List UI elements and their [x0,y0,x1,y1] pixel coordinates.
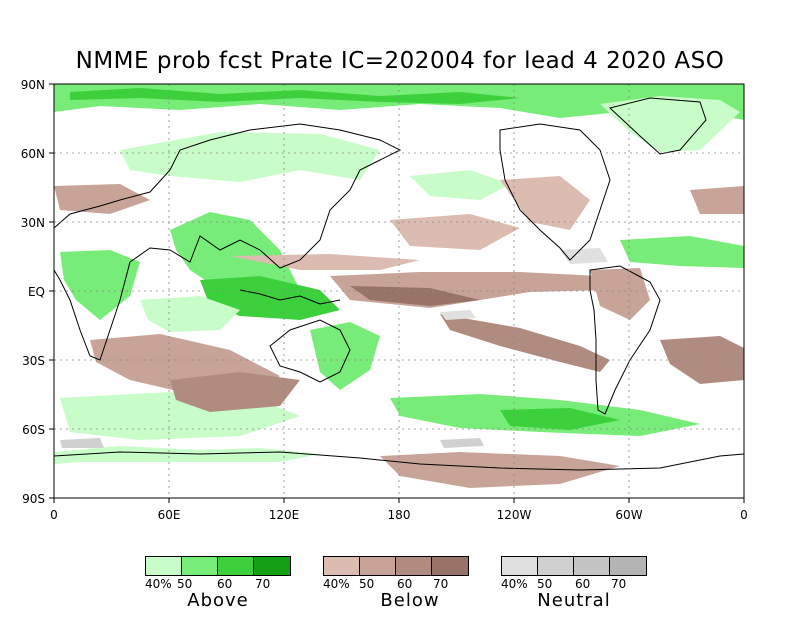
legend-color-bar [145,556,291,576]
legend-below: 40% 50 60 70 Below [323,556,469,611]
legend-tick: 50 [537,577,553,591]
lon-label: 120E [269,508,300,522]
neutral-patch-2 [440,310,476,320]
coastlines [54,97,744,471]
coast-maritime [239,289,341,305]
legend-tick: 70 [611,577,627,591]
below-eq-pacific-core [350,286,480,306]
below-north-pacific [390,214,520,250]
legend-tick: 70 [255,577,271,591]
below-asia-north [54,184,150,214]
lat-labels: 90N 60N 30N EQ 30S 60S 90S [21,78,45,506]
legend-swatch [218,557,254,575]
lat-label: 30N [21,216,45,230]
legend-swatch [324,557,360,575]
neutral-patch-1 [560,248,608,264]
legend-above: 40% 50 60 70 Above [145,556,291,611]
legend-swatch [182,557,218,575]
lat-label: 90N [21,78,45,92]
legend-swatch [360,557,396,575]
lon-label: 180 [388,508,411,522]
lat-label: EQ [28,285,45,299]
legend-swatch [574,557,610,575]
neutral-patch-4 [60,438,104,448]
above-atlantic-trop [620,236,744,268]
below-na-west [500,176,590,230]
legend-swatch [502,557,538,575]
above-antarctic-edge [54,446,320,464]
lat-label: 30S [22,354,45,368]
above-indian-ocean [140,296,240,332]
legend-swatch [610,557,646,575]
legend-color-bar [501,556,647,576]
lon-label: 0 [50,508,58,522]
legend-tick: 40% [501,577,528,591]
graticule [54,84,744,498]
below-southamerica [590,268,650,320]
coast-north-america [499,123,611,261]
lon-label: 60E [158,508,181,522]
legend-neutral: 40% 50 60 70 Neutral [501,556,647,611]
above-south-ocean-dark [500,408,620,430]
legend-tick: 40% [323,577,350,591]
coast-australia [269,319,351,383]
above-africa [60,250,140,320]
coast-africa-eurasia [54,123,402,361]
below-south-pacific-band [440,314,610,372]
legend-tick: 60 [575,577,591,591]
below-indian-south [170,372,300,412]
legend-tick: 40% [145,577,172,591]
legend-color-bar [323,556,469,576]
legend-label: Neutral [537,590,611,611]
lon-label: 0 [740,508,748,522]
coast-greenland [608,97,707,155]
tick-marks [49,83,745,503]
above-pacific-north [410,170,510,200]
legend-swatch [396,557,432,575]
legend-tick: 60 [217,577,233,591]
above-aus-east [310,322,380,390]
below-tropical-band [230,254,420,270]
legend-swatch [538,557,574,575]
above-greenland [600,96,740,152]
lon-labels: 0 60E 120E 180 120W 60W 0 [50,508,748,522]
lat-label: 90S [22,492,45,506]
legend-tick: 50 [359,577,375,591]
below-atlantic-north [690,186,744,214]
lat-label: 60N [21,147,45,161]
legend-swatch [146,557,182,575]
coast-south-america [589,265,661,415]
legend-swatch [254,557,290,575]
legend-tick: 50 [177,577,193,591]
below-antarctic [380,452,620,488]
legend-tick: 70 [433,577,449,591]
legend-label: Above [187,590,249,611]
above-arctic-dark [70,88,520,104]
neutral-patch-3 [440,438,484,448]
lon-label: 120W [497,508,532,522]
above-eurasia-light [120,132,380,182]
legend-label: Below [380,590,440,611]
probability-field [54,84,744,488]
map-title: NMME prob fcst Prate IC=202004 for lead … [75,48,725,74]
legend-tick: 60 [397,577,413,591]
coast-antarctica [54,451,744,471]
lon-label: 60W [615,508,642,522]
lat-label: 60S [22,423,45,437]
legend-swatch [432,557,468,575]
